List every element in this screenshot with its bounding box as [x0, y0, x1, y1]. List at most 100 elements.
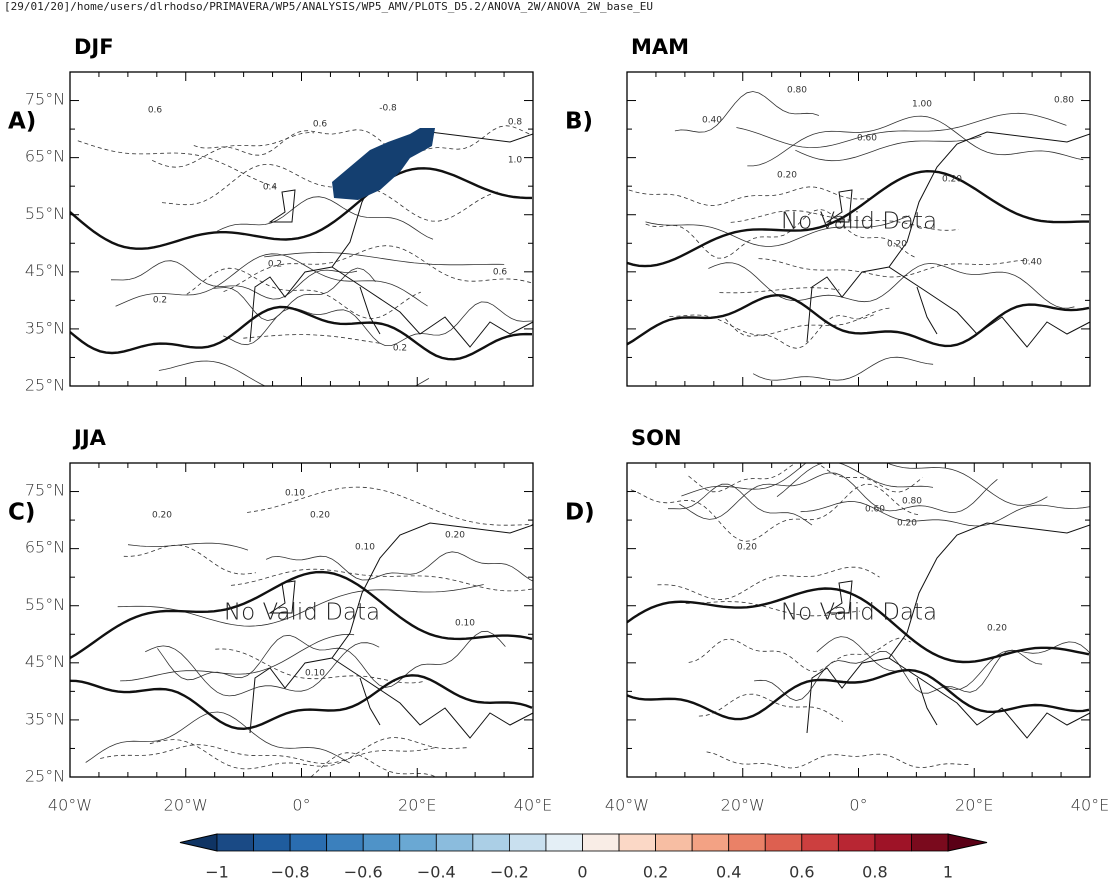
coastline	[806, 522, 1090, 739]
contour-label: 1.00	[912, 100, 932, 110]
contour-label: 0.20	[887, 240, 907, 250]
contour	[747, 115, 1084, 167]
lat-label: 55°N	[25, 204, 65, 223]
lon-label: 20°W	[721, 796, 765, 815]
lat-label: 35°N	[25, 318, 65, 337]
colorbar-under	[179, 833, 218, 852]
contour	[216, 196, 434, 240]
contour	[800, 501, 1090, 527]
contour	[816, 636, 1090, 691]
colorbar-box	[728, 833, 766, 852]
panel-title: MAM	[631, 35, 689, 59]
contour-label: 0.10	[455, 619, 475, 629]
contour	[645, 215, 910, 247]
contour-label: 0.20	[737, 543, 757, 553]
lon-label: 20°E	[398, 796, 436, 815]
contour-label: 0.2	[268, 260, 282, 270]
contour-label: 1.0	[508, 156, 523, 166]
colorbar-label: −0.2	[490, 863, 529, 881]
contour	[115, 253, 428, 307]
zero-contour	[627, 293, 1090, 348]
map-contents	[627, 463, 1090, 769]
colorbar-box	[399, 833, 437, 852]
contour	[679, 472, 998, 520]
contour-label: 0.2	[153, 296, 167, 306]
map-contents	[70, 486, 533, 777]
colorbar-box	[691, 833, 730, 852]
contour	[752, 356, 934, 381]
colorbar-box	[911, 833, 949, 852]
contour	[708, 262, 1075, 309]
contour	[725, 313, 876, 349]
contour	[688, 463, 923, 493]
contour-label: 0.80	[787, 86, 807, 96]
contour	[657, 566, 880, 600]
lon-label: 0°	[292, 796, 310, 815]
contour-label: 0.2	[393, 344, 407, 354]
contour	[145, 642, 380, 697]
contour	[100, 744, 437, 764]
contour-label: 0.40	[1022, 258, 1042, 268]
lat-label: 45°N	[25, 652, 65, 671]
contour-label: 0.20	[897, 519, 917, 529]
contour	[265, 551, 533, 582]
map-contents	[627, 91, 1090, 381]
lat-label: 75°N	[25, 481, 65, 500]
contour-label: 0.20	[942, 175, 962, 185]
contour-label: 0.6	[493, 268, 508, 278]
map-panel: 0.10 0.20 0.20 0.10 0.20 0.10 0.10 No Valid Dat…	[69, 462, 534, 778]
lon-label: 20°E	[955, 796, 993, 815]
lon-label: 40°E	[514, 796, 552, 815]
lat-label: 45°N	[25, 261, 65, 280]
colorbar-box	[326, 833, 364, 852]
zero-contour	[627, 169, 1089, 268]
contour	[127, 542, 249, 551]
contour	[158, 360, 430, 386]
lat-label: 25°N	[25, 767, 65, 786]
contour	[758, 258, 1029, 278]
contour	[149, 737, 468, 770]
no-data-note: No Valid Data	[781, 209, 937, 235]
colorbar-box	[655, 833, 693, 852]
map-panel: 0.80 0.60 0.20 0.20 0.20 No Valid Data	[626, 462, 1091, 778]
contour	[123, 544, 256, 575]
contour	[213, 267, 376, 322]
contour-label: 0.40	[702, 116, 722, 126]
contour-label: 0.10	[305, 669, 325, 679]
colorbar-label: 0.4	[716, 863, 741, 881]
panel-letter: D)	[565, 500, 595, 526]
colorbar-box	[289, 833, 328, 852]
contour-label: 0.20	[987, 624, 1007, 634]
contour-label: 0.20	[445, 531, 465, 541]
contour-label: -0.8	[379, 104, 397, 114]
lat-label: 35°N	[25, 709, 65, 728]
contour-label: 0.20	[777, 171, 797, 181]
contour	[736, 112, 1067, 149]
contour	[193, 125, 530, 156]
lat-label: 75°N	[25, 90, 65, 109]
colorbar-box	[472, 833, 510, 852]
zero-contour	[70, 570, 533, 660]
contour	[730, 210, 959, 231]
map-contents	[70, 125, 533, 386]
colorbar-label: −0.8	[271, 863, 310, 881]
map-panel: 0.80 1.00 0.80 0.40 0.60 0.20 0.20 0.20 0.40 No V…	[626, 71, 1091, 387]
data-region	[332, 128, 435, 200]
contour	[230, 568, 533, 592]
header-path: [29/01/20]/home/users/dlrhodso/PRIMAVERA…	[4, 0, 653, 13]
zero-contour	[70, 674, 533, 731]
colorbar-box	[764, 833, 803, 852]
panel-title: DJF	[74, 35, 114, 59]
contour-label: 0.8	[508, 118, 523, 128]
colorbar-box	[253, 833, 291, 852]
panel-letter: C)	[8, 500, 35, 526]
no-data-note: No Valid Data	[781, 600, 937, 626]
colorbar-box	[801, 833, 839, 852]
contour	[795, 135, 982, 162]
lat-label: 25°N	[25, 376, 65, 395]
zero-contour	[70, 167, 532, 250]
contour-label: 0.10	[355, 543, 375, 553]
contour-label: 0.60	[865, 505, 885, 515]
contour	[151, 132, 315, 168]
contour	[674, 91, 820, 133]
